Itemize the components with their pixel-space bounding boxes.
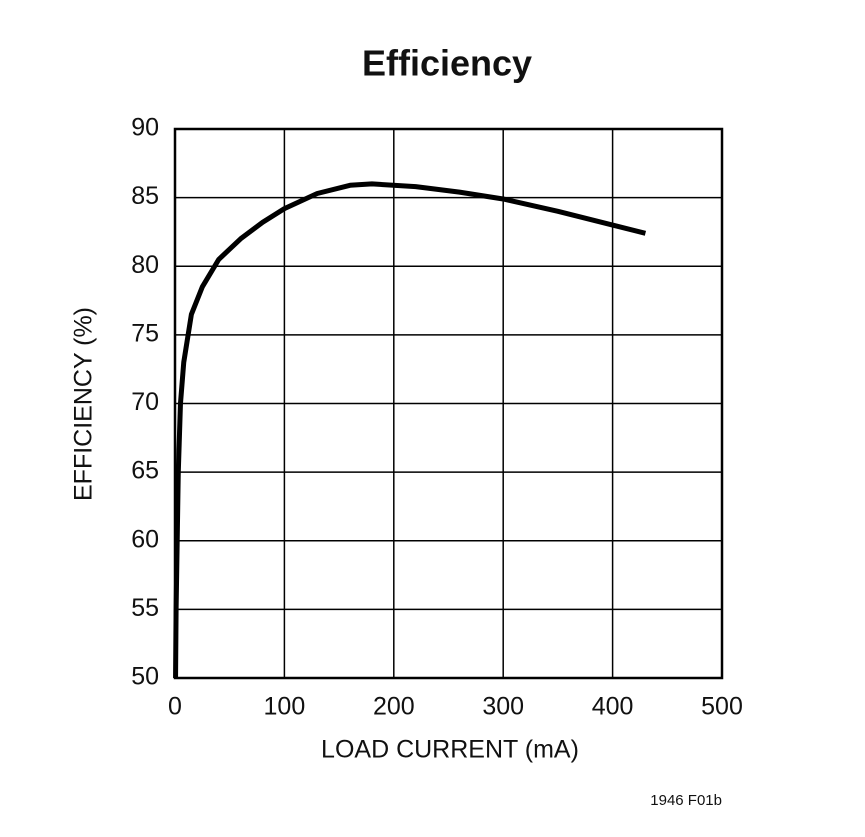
y-tick-label: 65: [131, 457, 159, 485]
x-tick-label: 200: [373, 693, 415, 721]
y-tick-label: 80: [131, 251, 159, 279]
x-tick-label: 0: [168, 693, 182, 721]
y-tick-label: 60: [131, 525, 159, 553]
y-tick-label: 55: [131, 594, 159, 622]
y-tick-label: 70: [131, 388, 159, 416]
x-tick-label: 100: [264, 693, 306, 721]
y-tick-label: 50: [131, 663, 159, 691]
x-tick-label: 300: [482, 693, 524, 721]
x-tick-label: 500: [701, 693, 743, 721]
plot-frame: [173, 127, 724, 680]
y-axis-label: EFFICIENCY (%): [70, 307, 98, 501]
efficiency-line: [173, 181, 647, 679]
x-axis-label: LOAD CURRENT (mA): [321, 736, 579, 764]
y-tick-label: 90: [131, 114, 159, 142]
x-tick-label: 400: [592, 693, 634, 721]
y-tick-label: 85: [131, 182, 159, 210]
y-tick-label: 75: [131, 319, 159, 347]
figure-note: 1946 F01b: [650, 792, 722, 809]
chart-title: Efficiency: [362, 43, 532, 84]
